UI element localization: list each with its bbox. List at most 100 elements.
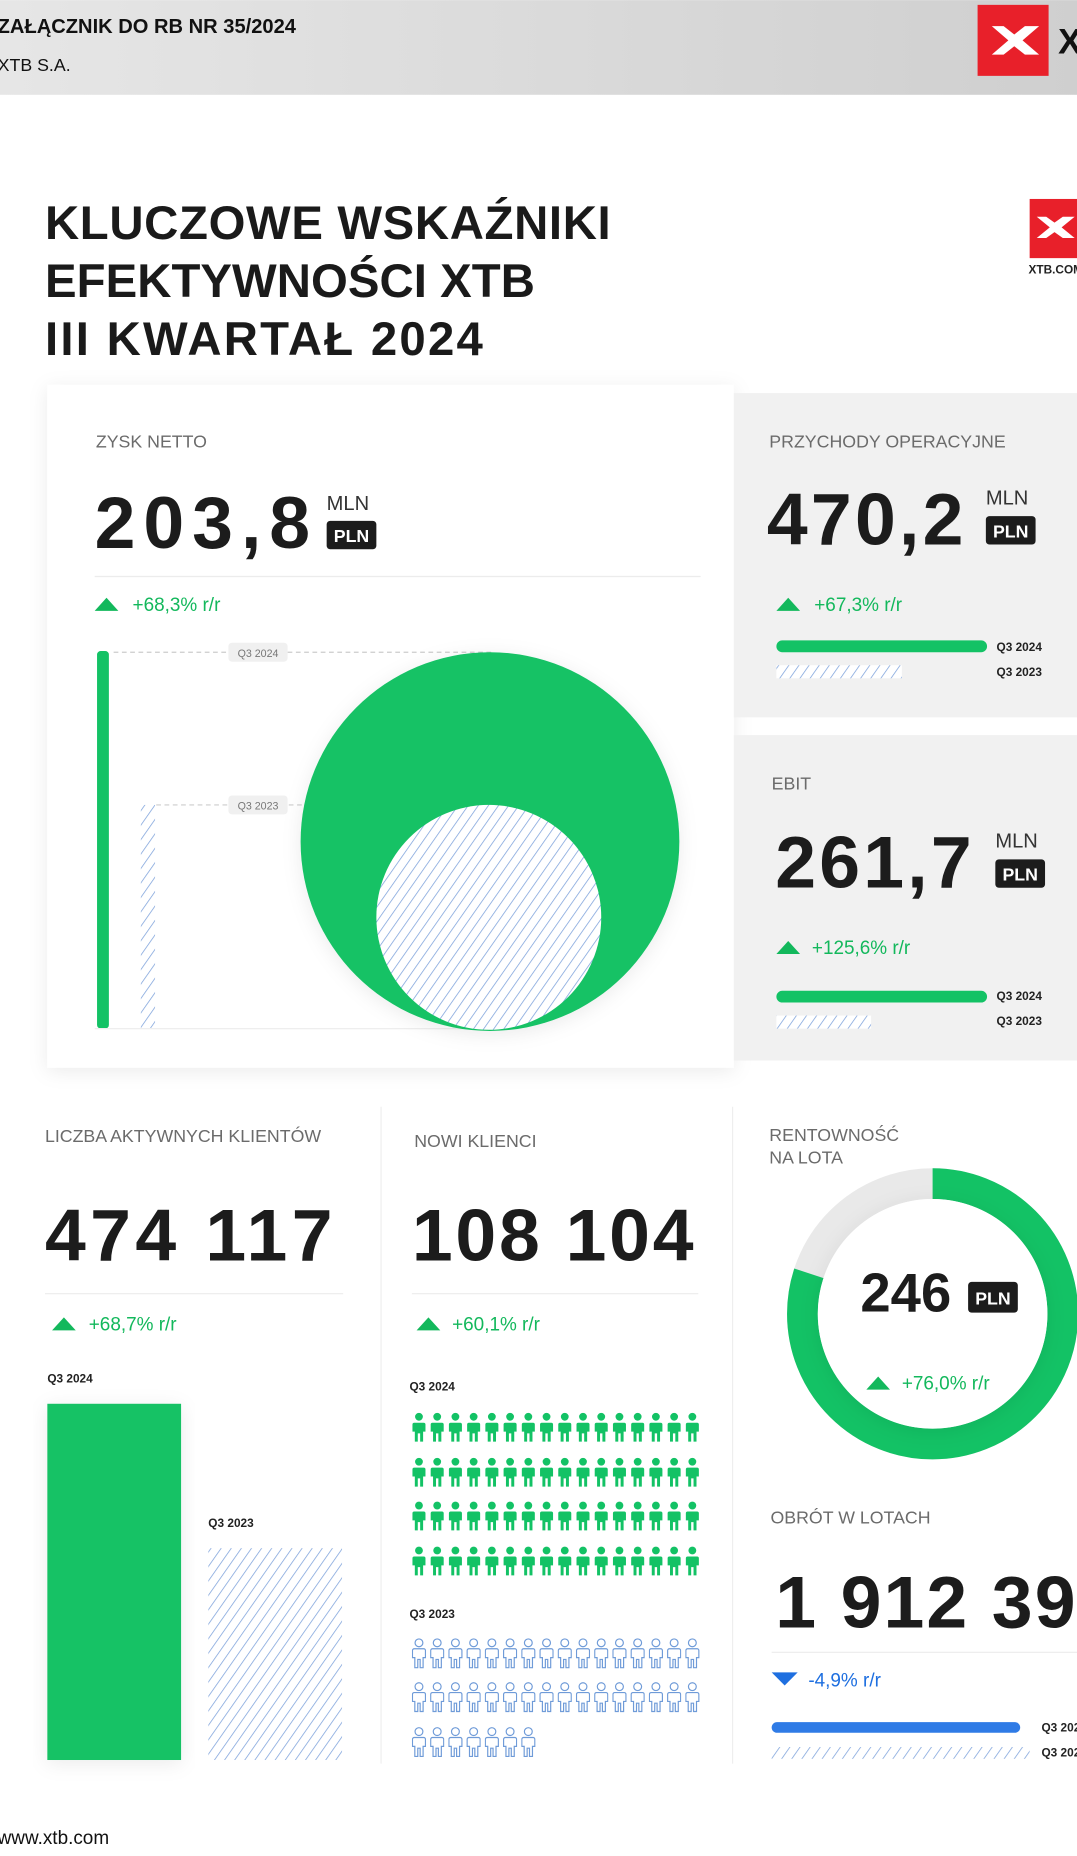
person-icon [502,1727,518,1758]
person-icon [467,1457,481,1487]
kpi-currency: PLN [1002,865,1038,885]
person-icon [466,1727,481,1758]
person-icon [540,1412,554,1442]
person-icon [648,1638,664,1669]
up-arrow [52,1317,76,1331]
person-icon [649,1457,663,1487]
card [733,393,1077,718]
kpi-change: +76,0% r/r [902,1374,990,1395]
person-icon [448,1457,462,1487]
logo-letter: X [1058,21,1077,61]
person-icon [448,1412,462,1442]
person-icon [685,1457,699,1487]
kpi-currency: PLN [334,526,370,546]
person-icon [612,1501,626,1531]
person-icon [594,1682,609,1713]
person-icon [648,1682,664,1713]
person-icon [467,1546,481,1576]
person-icon [411,1638,427,1669]
person-icon [502,1638,518,1669]
person-icon [612,1457,626,1487]
person-icon [540,1546,554,1576]
up-arrow [776,941,801,955]
kpi-value: 470,2 [767,479,963,561]
person-icon [484,1727,499,1758]
person-icon [485,1546,499,1576]
person-icon [412,1501,426,1531]
person-icon [576,1412,590,1442]
person-icon [612,1682,627,1713]
person-icon [539,1638,554,1669]
person-icon [411,1682,427,1713]
up-arrow [416,1317,441,1331]
person-icon [448,1501,462,1531]
kpi-label: EBIT [772,774,812,794]
kpi-label: OBRÓT W LOTACH [770,1506,930,1527]
person-icon [612,1546,626,1576]
person-icon [448,1638,463,1669]
person-icon [412,1457,426,1487]
logo-mark [991,26,1040,55]
bar-previous [208,1548,343,1761]
person-icon [467,1412,481,1442]
person-icon [594,1638,609,1669]
currency-badge [995,859,1046,888]
kpi-label: NOWI KLIENCI [414,1131,536,1151]
kpi-value: 474 117 [45,1195,333,1277]
up-arrow [866,1376,891,1390]
period-label: Q3 2023 [1041,1745,1077,1759]
person-icon [448,1546,462,1576]
person-icon [649,1501,663,1531]
person-icon [685,1501,699,1531]
person-icon [503,1546,517,1576]
kpi-currency: PLN [993,521,1029,541]
kpi-value: 261,7 [775,822,971,904]
label-pill [228,642,288,662]
person-icon [485,1501,499,1531]
person-icon [685,1412,699,1442]
person-icon [594,1457,608,1487]
up-arrow [776,597,801,611]
person-icon [558,1501,572,1531]
person-icon [521,1501,535,1531]
kpi-label: RENTOWNOŚĆ [769,1124,899,1145]
currency-badge [985,516,1036,545]
person-icon [484,1638,499,1669]
bar-current [776,640,988,653]
header-bar [0,0,1077,95]
person-icon [466,1682,481,1713]
donut-arc [787,1168,1077,1460]
header-company: XTB S.A. [0,55,71,75]
period-label: Q3 2024 [238,648,279,660]
person-icon [558,1457,572,1487]
period-label: Q3 2023 [997,665,1043,679]
title-line: III KWARTAŁ 2024 [45,313,484,366]
period-label: Q3 2024 [1041,1721,1077,1735]
person-icon [631,1412,645,1442]
person-icon [630,1638,645,1669]
person-icon [575,1638,591,1669]
person-icon [540,1501,554,1531]
person-icon [557,1682,572,1713]
person-icon [521,1412,535,1442]
person-icon [667,1682,682,1713]
person-icon [430,1727,445,1758]
kpi-change: +60,1% r/r [452,1314,540,1335]
circle-previous [376,804,602,1030]
person-icon [558,1412,572,1442]
person-icon [412,1546,426,1576]
person-icon [521,1546,535,1576]
person-icon [430,1682,445,1713]
person-icon [594,1546,608,1576]
person-icon [667,1546,681,1576]
person-icon [430,1546,444,1576]
person-icon [667,1638,682,1669]
kpi-label: ZYSK NETTO [96,431,207,451]
person-icon [430,1501,444,1531]
person-icon [631,1546,645,1576]
period-label: Q3 2024 [997,640,1043,654]
person-icon [630,1682,645,1713]
person-icon [576,1546,590,1576]
logo-text: XTB.COM [1028,263,1077,277]
